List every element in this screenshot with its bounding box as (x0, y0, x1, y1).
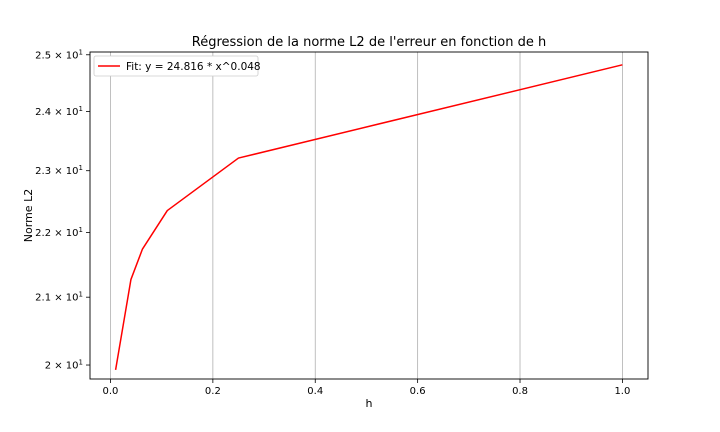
legend: Fit: y = 24.816 * x^0.048 (93, 55, 261, 77)
y-tick-label: 2.4 × 101 (35, 105, 83, 118)
y-tick-label: 2.3 × 101 (35, 164, 83, 177)
x-tick-label: 1.0 (614, 386, 630, 397)
plot-frame (89, 51, 649, 380)
y-tick-label: 2.2 × 101 (35, 226, 83, 239)
y-axis-label: Norme L2 (22, 189, 35, 242)
y-tick-label: 2.5 × 101 (35, 48, 83, 61)
x-axis: 0.0 0.2 0.4 0.6 0.8 1.0 (103, 379, 630, 397)
x-axis-label: h (366, 397, 373, 410)
legend-box (93, 55, 259, 77)
x-tick-label: 0.8 (512, 386, 528, 397)
y-tick-label: 2 × 101 (45, 359, 83, 372)
series-line (114, 64, 623, 371)
x-tick-label: 0.2 (205, 386, 221, 397)
series-layer (114, 64, 623, 371)
chart-title: Régression de la norme L2 de l'erreur en… (192, 35, 546, 50)
x-tick-label: 0.0 (103, 386, 119, 397)
y-axis: 2 × 101 2.1 × 101 2.2 × 101 2.3 × 101 2.4 × … (35, 48, 90, 372)
x-tick-label: 0.6 (410, 386, 426, 397)
y-tick-label: 2.1 × 101 (35, 291, 83, 304)
x-tick-label: 0.4 (307, 386, 323, 397)
legend-label: Fit: y = 24.816 * x^0.048 (126, 61, 261, 73)
grid (110, 52, 623, 379)
